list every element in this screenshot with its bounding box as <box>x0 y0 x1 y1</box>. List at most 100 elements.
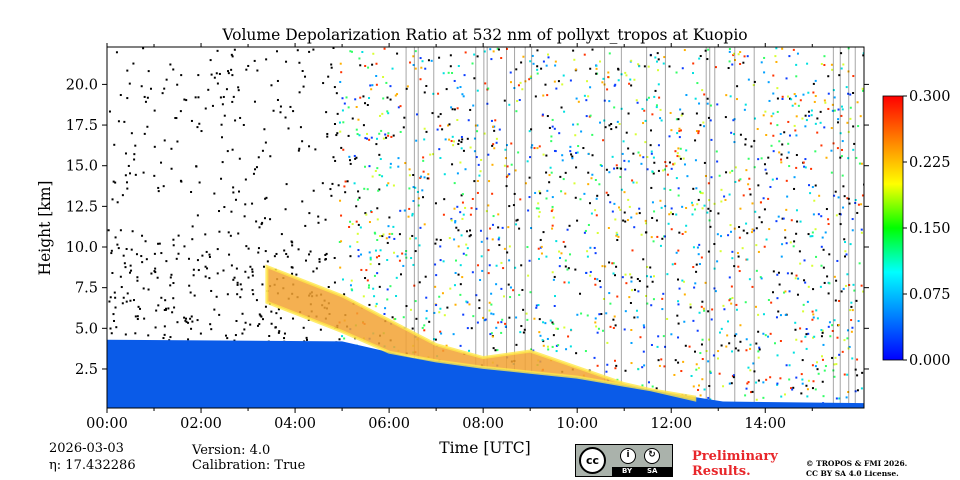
noise-speckle <box>608 171 611 174</box>
noise-column <box>531 47 533 408</box>
noise-speckle <box>537 207 540 210</box>
noise-speckle <box>833 275 836 278</box>
noise-speckle <box>553 127 556 130</box>
noise-speckle <box>630 280 633 283</box>
noise-speckle <box>738 236 741 239</box>
noise-speckle <box>695 112 698 115</box>
noise-speckle <box>813 335 816 338</box>
noise-speckle <box>843 255 846 258</box>
noise-speckle <box>405 250 408 253</box>
noise-column <box>524 47 526 408</box>
noise-speckle <box>379 158 382 161</box>
noise-speckle <box>542 60 545 63</box>
noise-speckle <box>117 247 120 250</box>
noise-speckle <box>473 180 476 183</box>
noise-speckle <box>584 229 587 232</box>
noise-speckle <box>784 290 787 293</box>
noise-speckle <box>536 65 539 68</box>
noise-speckle <box>253 100 256 103</box>
noise-speckle <box>390 135 393 138</box>
noise-speckle <box>789 241 792 244</box>
noise-speckle <box>375 62 378 65</box>
noise-speckle <box>392 184 395 187</box>
noise-speckle <box>647 96 650 99</box>
noise-speckle <box>821 236 824 239</box>
noise-speckle <box>755 269 758 272</box>
noise-speckle <box>411 234 414 237</box>
noise-speckle <box>493 129 496 132</box>
noise-speckle <box>678 287 681 290</box>
noise-speckle <box>241 332 244 335</box>
noise-speckle <box>636 277 639 280</box>
noise-speckle <box>807 91 810 94</box>
noise-speckle <box>532 62 535 65</box>
noise-speckle <box>822 248 825 251</box>
noise-speckle <box>139 307 142 310</box>
noise-speckle <box>470 207 473 210</box>
noise-speckle <box>679 147 682 150</box>
noise-speckle <box>779 340 782 343</box>
noise-speckle <box>781 47 784 50</box>
noise-speckle <box>807 110 810 113</box>
noise-speckle <box>221 136 224 139</box>
cc-license-badge[interactable]: cc i ↻ BY SA <box>575 444 673 477</box>
noise-speckle <box>496 349 499 352</box>
noise-speckle <box>121 302 124 305</box>
noise-speckle <box>256 69 259 72</box>
noise-speckle <box>827 218 830 221</box>
cc-sa-label: SA <box>647 467 658 475</box>
noise-speckle <box>439 238 442 241</box>
noise-speckle <box>187 338 190 341</box>
noise-speckle <box>442 213 445 216</box>
noise-speckle <box>358 57 361 60</box>
noise-speckle <box>663 365 666 368</box>
noise-speckle <box>462 213 465 216</box>
noise-speckle <box>165 78 168 81</box>
noise-speckle <box>459 344 462 347</box>
noise-speckle <box>457 273 460 276</box>
noise-speckle <box>709 371 712 374</box>
noise-speckle <box>540 252 543 255</box>
y-tick-label: 7.5 <box>75 281 98 297</box>
noise-speckle <box>196 259 199 262</box>
noise-column <box>709 47 711 408</box>
noise-speckle <box>739 63 742 66</box>
noise-speckle <box>534 191 537 194</box>
noise-speckle <box>652 172 655 175</box>
noise-speckle <box>334 159 337 162</box>
noise-speckle <box>279 317 282 320</box>
noise-speckle <box>771 178 774 181</box>
noise-speckle <box>758 348 761 351</box>
noise-speckle <box>811 310 814 313</box>
noise-speckle <box>143 132 146 135</box>
noise-speckle <box>810 109 813 112</box>
noise-speckle <box>678 136 681 139</box>
noise-speckle <box>596 231 599 234</box>
noise-speckle <box>840 290 843 293</box>
noise-speckle <box>338 240 341 243</box>
noise-speckle <box>419 57 422 60</box>
noise-speckle <box>552 278 555 281</box>
noise-speckle <box>840 105 843 108</box>
noise-speckle <box>754 117 757 120</box>
noise-speckle <box>850 319 853 322</box>
noise-speckle <box>742 229 745 232</box>
noise-speckle <box>772 74 775 77</box>
noise-speckle <box>548 126 551 129</box>
noise-column <box>486 47 488 408</box>
noise-speckle <box>725 345 728 348</box>
noise-speckle <box>223 206 226 209</box>
noise-speckle <box>642 122 645 125</box>
noise-speckle <box>355 220 358 223</box>
noise-speckle <box>589 202 592 205</box>
noise-speckle <box>396 52 399 55</box>
noise-speckle <box>551 196 554 199</box>
noise-speckle <box>692 319 695 322</box>
noise-speckle <box>382 137 385 140</box>
noise-speckle <box>733 227 736 230</box>
noise-speckle <box>436 128 439 131</box>
noise-speckle <box>675 118 678 121</box>
noise-speckle <box>847 130 850 133</box>
noise-speckle <box>350 50 353 53</box>
noise-speckle <box>605 168 608 171</box>
